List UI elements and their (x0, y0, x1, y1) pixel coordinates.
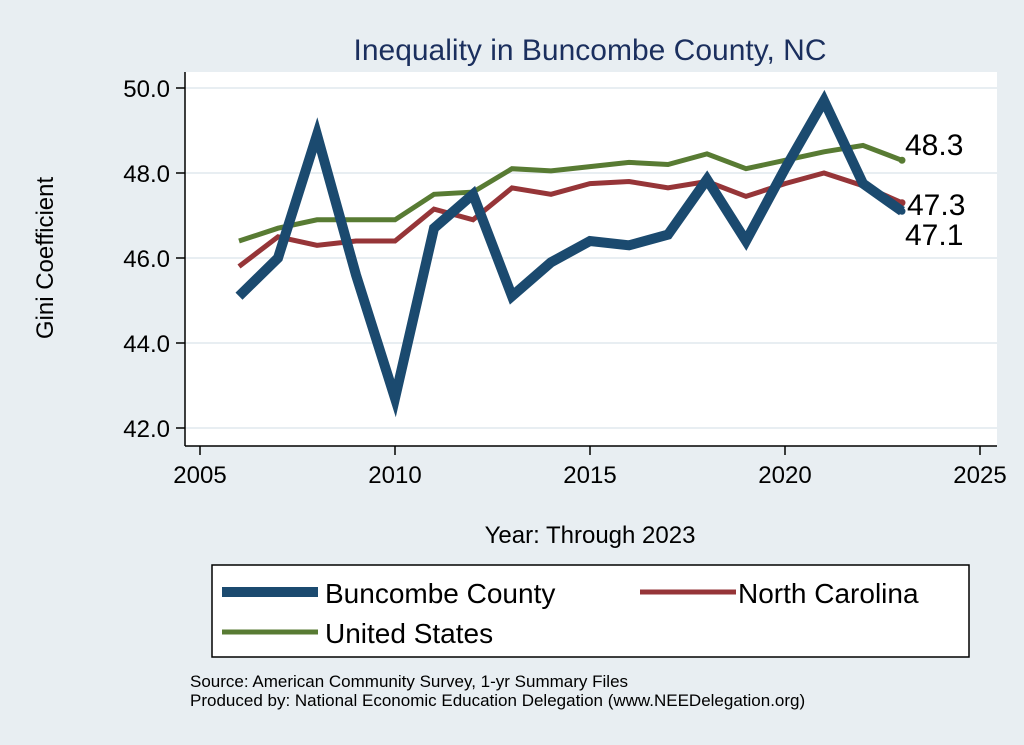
end-labels: 47.147.3 48.3 (905, 129, 965, 252)
x-tick-labels: 2005 2010 2015 2020 2025 (173, 462, 1006, 489)
source-note: Source: American Community Survey, 1-yr … (190, 672, 805, 710)
y-tick-label: 44.0 (123, 331, 170, 358)
y-tick-label: 48.0 (123, 161, 170, 188)
end-point (898, 207, 906, 215)
axes (176, 72, 997, 455)
series-lines (235, 89, 906, 418)
y-tick-label: 46.0 (123, 246, 170, 273)
series-line-buncombe-county (235, 89, 905, 418)
x-tick-label: 2025 (953, 462, 1006, 489)
x-tick-label: 2015 (563, 462, 616, 489)
chart-title: Inequality in Buncombe County, NC (353, 34, 826, 67)
source-line-1: Source: American Community Survey, 1-yr … (190, 672, 629, 691)
x-tick-label: 2020 (758, 462, 811, 489)
legend-label: United States (325, 618, 493, 649)
legend-box (211, 564, 970, 658)
y-tick-labels: 42.0 44.0 46.0 48.0 50.0 (123, 76, 170, 443)
legend-label: North Carolina (738, 578, 919, 609)
end-label: 47.3 (907, 189, 965, 222)
x-tick-label: 2010 (368, 462, 421, 489)
end-label: 47.1 (905, 219, 963, 252)
x-axis-label: Year: Through 2023 (485, 522, 696, 549)
end-label: 48.3 (905, 129, 963, 162)
legend: Buncombe County North Carolina United Stat… (211, 564, 970, 658)
x-tick-label: 2005 (173, 462, 226, 489)
y-tick-label: 42.0 (123, 416, 170, 443)
y-axis-label: Gini Coefficient (32, 177, 59, 340)
y-tick-label: 50.0 (123, 76, 170, 103)
source-line-2: Produced by: National Economic Education… (190, 691, 806, 710)
end-point (898, 156, 906, 164)
gridlines (185, 87, 997, 429)
legend-label: Buncombe County (325, 578, 555, 609)
